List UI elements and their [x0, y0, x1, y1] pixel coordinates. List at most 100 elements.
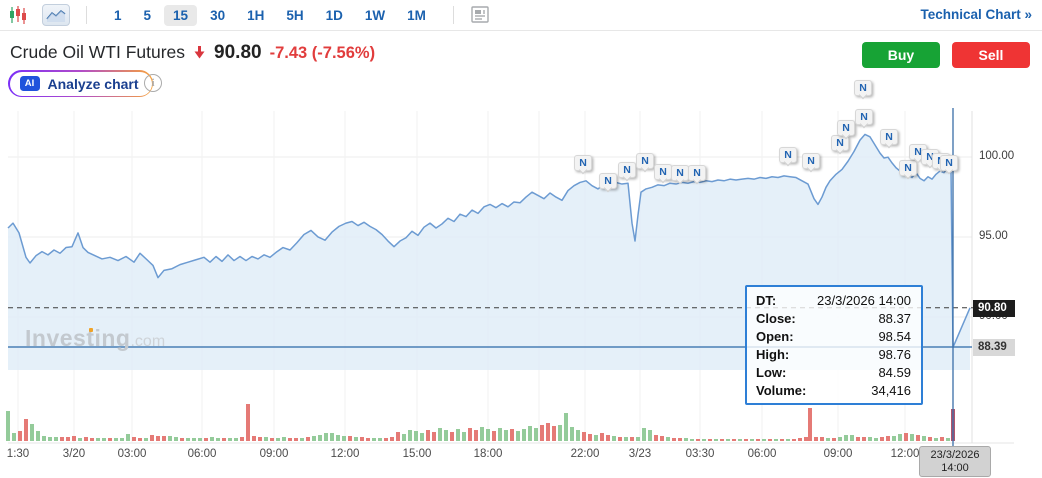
volume-bar	[648, 430, 652, 441]
volume-bar	[576, 430, 580, 441]
volume-bar	[844, 435, 848, 441]
interval-button-30[interactable]: 30	[201, 5, 234, 26]
time-axis-label: 09:00	[259, 448, 289, 460]
volume-bar	[474, 430, 478, 441]
volume-bar	[714, 439, 718, 441]
volume-bar	[868, 437, 872, 441]
volume-bar	[832, 438, 836, 441]
volume-bar	[78, 438, 82, 441]
volume-bar	[618, 437, 622, 441]
news-marker[interactable]: N	[940, 155, 958, 171]
volume-bar	[192, 438, 196, 441]
volume-bar	[558, 425, 562, 441]
volume-bar	[838, 437, 842, 441]
volume-bar	[342, 436, 346, 441]
volume-bar	[880, 437, 884, 441]
volume-bar	[516, 431, 520, 441]
buy-button[interactable]: Buy	[862, 42, 940, 68]
time-axis-label: 3/20	[62, 448, 86, 460]
news-marker[interactable]: N	[880, 129, 898, 145]
volume-bar	[552, 426, 556, 441]
volume-bar	[582, 432, 586, 441]
volume-bar	[42, 436, 46, 441]
price-axis-label: 100.00	[979, 150, 1015, 162]
toolbar-divider	[452, 6, 454, 24]
volume-bar	[234, 438, 238, 441]
interval-button-1h[interactable]: 1H	[238, 5, 273, 26]
info-icon[interactable]: i	[144, 74, 162, 92]
volume-bar	[522, 429, 526, 441]
watermark-accent-dot	[89, 328, 93, 332]
volume-bar	[462, 432, 466, 441]
news-marker[interactable]: N	[854, 80, 872, 96]
volume-bar	[922, 436, 926, 441]
interval-button-1d[interactable]: 1D	[317, 5, 352, 26]
volume-bar	[48, 437, 52, 441]
news-marker[interactable]: N	[654, 164, 672, 180]
news-marker[interactable]: N	[779, 147, 797, 163]
interval-button-1[interactable]: 1	[105, 5, 131, 26]
volume-bar	[240, 437, 244, 441]
news-marker[interactable]: N	[618, 162, 636, 178]
volume-bar	[108, 438, 112, 441]
volume-bar	[570, 427, 574, 441]
news-marker[interactable]: N	[802, 153, 820, 169]
news-marker[interactable]: N	[899, 160, 917, 176]
news-marker[interactable]: N	[599, 173, 617, 189]
interval-button-5[interactable]: 5	[135, 5, 161, 26]
volume-bar	[162, 436, 166, 441]
volume-bar	[138, 438, 142, 441]
volume-bar	[886, 436, 890, 441]
news-panel-icon[interactable]	[470, 6, 490, 24]
volume-bar	[210, 437, 214, 441]
volume-bar	[540, 425, 544, 441]
news-marker[interactable]: N	[574, 155, 592, 171]
volume-bar	[264, 437, 268, 441]
news-marker[interactable]: N	[688, 165, 706, 181]
line-chart-icon[interactable]	[42, 4, 70, 26]
volume-bar	[72, 436, 76, 441]
interval-button-1w[interactable]: 1W	[356, 5, 394, 26]
interval-selector: 1 5 15 30 1H 5H 1D 1W 1M	[103, 4, 437, 26]
volume-bar	[408, 430, 412, 441]
time-axis-label: 03:30	[685, 448, 715, 460]
volume-bar	[826, 438, 830, 441]
volume-bar	[414, 431, 418, 441]
volume-bar	[862, 437, 866, 441]
technical-chart-link[interactable]: Technical Chart »	[920, 7, 1032, 22]
interval-button-15[interactable]: 15	[164, 4, 198, 26]
time-axis-label: 1:30	[6, 448, 30, 460]
volume-bar	[600, 433, 604, 441]
analyze-chart-button[interactable]: AI Analyze chart	[8, 70, 154, 97]
volume-bar	[24, 419, 28, 441]
volume-bar	[588, 434, 592, 441]
volume-bar	[898, 434, 902, 441]
volume-bar	[102, 438, 106, 441]
volume-bar	[660, 436, 664, 441]
volume-bar	[252, 436, 256, 441]
volume-bar	[30, 424, 34, 441]
volume-bar	[12, 433, 16, 441]
news-marker[interactable]: N	[855, 109, 873, 125]
volume-bar	[378, 438, 382, 441]
volume-bar	[756, 439, 760, 441]
candlestick-chart-icon[interactable]	[8, 5, 28, 25]
interval-button-1m[interactable]: 1M	[398, 5, 435, 26]
volume-bar	[528, 426, 532, 441]
volume-bar	[168, 436, 172, 441]
volume-bar	[276, 438, 280, 441]
news-marker[interactable]: N	[837, 120, 855, 136]
volume-bar	[66, 437, 70, 441]
news-marker[interactable]: N	[636, 153, 654, 169]
volume-bar	[720, 439, 724, 441]
volume-bar	[750, 439, 754, 441]
volume-bar	[300, 438, 304, 441]
price-axis-label: 95.00	[979, 230, 1008, 242]
tooltip-row: Close: 88.37	[756, 311, 911, 326]
time-axis-label: 06:00	[747, 448, 777, 460]
sell-button[interactable]: Sell	[952, 42, 1030, 68]
interval-button-5h[interactable]: 5H	[277, 5, 312, 26]
time-axis-label: 3/23	[628, 448, 652, 460]
news-marker[interactable]: N	[671, 165, 689, 181]
